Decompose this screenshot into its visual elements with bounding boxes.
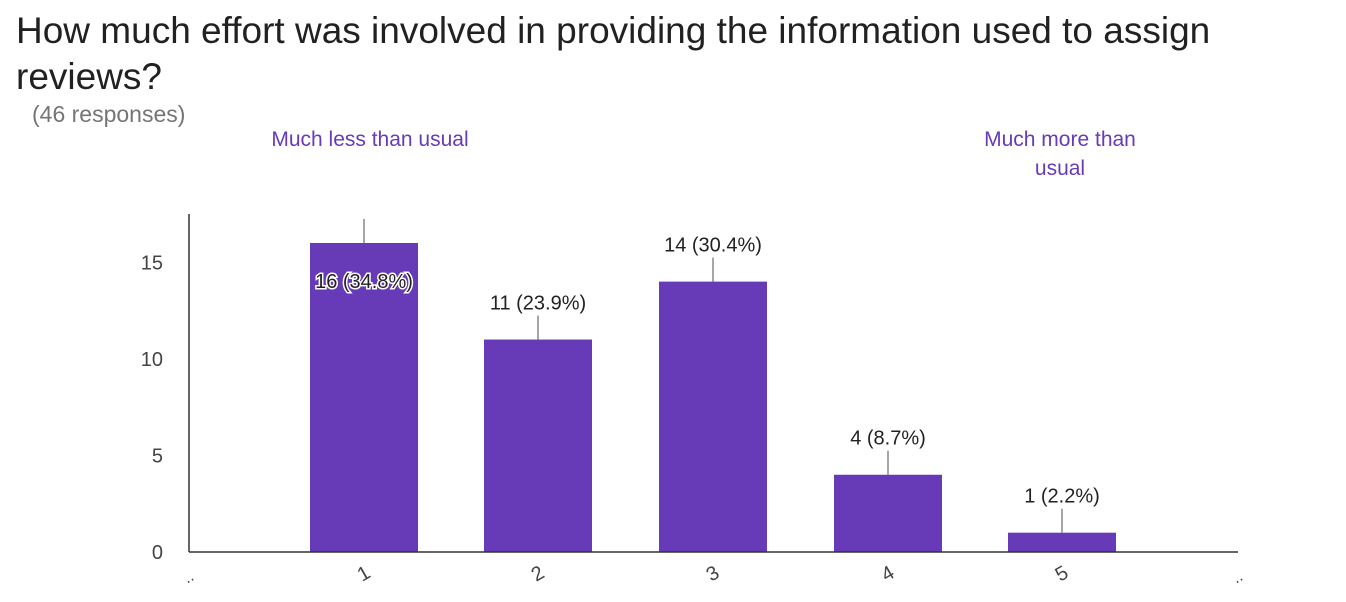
scale-high-label: Much more than usual (984, 128, 1136, 180)
question-title: How much effort was involved in providin… (16, 10, 1211, 97)
bar (484, 339, 592, 552)
x-edge-label: .. (181, 568, 197, 587)
scale-low-label: Much less than usual (271, 128, 469, 151)
x-tick-label: 2 (528, 562, 549, 587)
data-label: 11 (23.9%) (490, 293, 586, 315)
x-edge-label: .. (1230, 568, 1246, 587)
x-tick-label: 1 (354, 562, 375, 587)
data-label: 16 (34.8%) (315, 271, 413, 293)
data-label: 1 (2.2%) (1024, 486, 1100, 508)
y-tick-label: 10 (141, 349, 163, 371)
data-label: 4 (8.7%) (850, 428, 926, 450)
x-tick-label: 4 (878, 562, 899, 587)
data-label: 14 (30.4%) (664, 235, 762, 257)
response-count: (46 responses) (32, 101, 186, 127)
y-tick-label: 0 (152, 542, 163, 564)
x-tick-label: 5 (1052, 562, 1073, 587)
y-tick-label: 5 (152, 445, 163, 467)
bar (1008, 532, 1116, 552)
x-tick-label: 3 (703, 562, 724, 587)
bar (310, 242, 418, 552)
y-tick-label: 15 (141, 252, 163, 274)
bar (834, 474, 942, 552)
bar (659, 281, 767, 552)
